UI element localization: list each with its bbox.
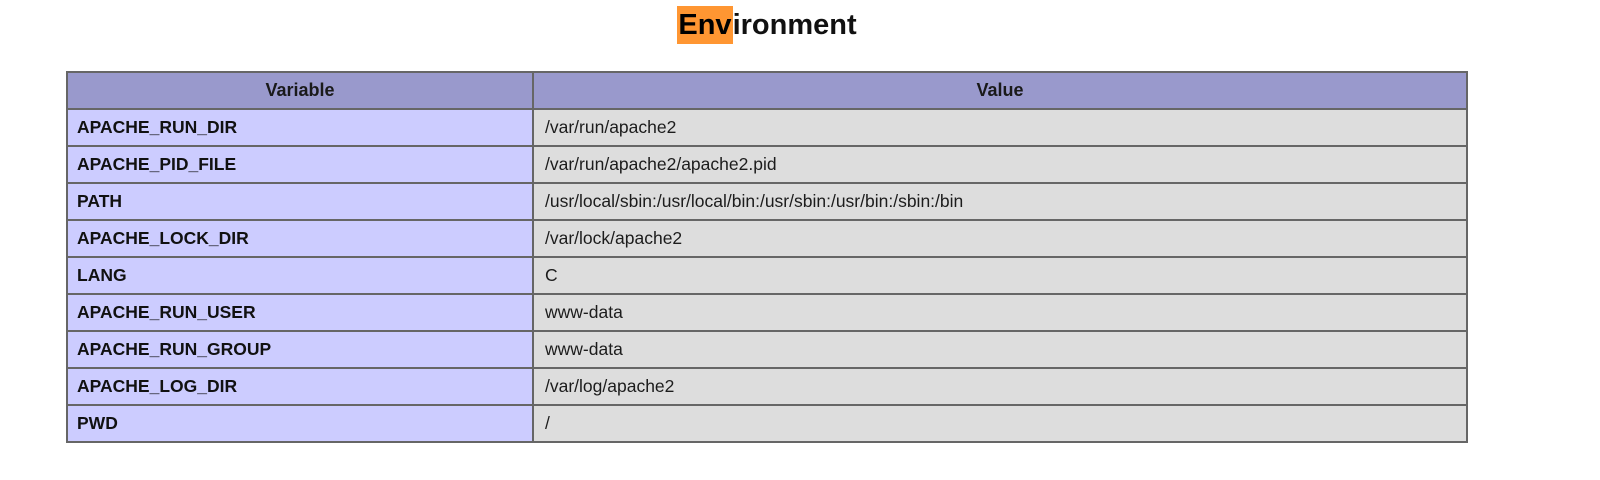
variable-cell: APACHE_RUN_USER (66, 293, 534, 332)
variable-cell: APACHE_LOG_DIR (66, 367, 534, 406)
variable-cell: APACHE_RUN_GROUP (66, 330, 534, 369)
value-cell: /var/log/apache2 (532, 367, 1468, 406)
variable-cell: APACHE_LOCK_DIR (66, 219, 534, 258)
value-cell: C (532, 256, 1468, 295)
value-cell: www-data (532, 330, 1468, 369)
variable-cell: APACHE_RUN_DIR (66, 108, 534, 147)
value-cell: www-data (532, 293, 1468, 332)
table-row: APACHE_RUN_DIR /var/run/apache2 (66, 108, 1468, 147)
table-row: APACHE_LOCK_DIR /var/lock/apache2 (66, 219, 1468, 258)
variable-cell: PATH (66, 182, 534, 221)
column-header-variable: Variable (66, 71, 534, 110)
page-title-rest: ironment (732, 9, 857, 41)
table-row: LANG C (66, 256, 1468, 295)
value-cell: /usr/local/sbin:/usr/local/bin:/usr/sbin… (532, 182, 1468, 221)
environment-table: Variable Value APACHE_RUN_DIR /var/run/a… (66, 71, 1468, 443)
variable-cell: PWD (66, 404, 534, 443)
table-row: PWD / (66, 404, 1468, 443)
table-row: APACHE_RUN_USER www-data (66, 293, 1468, 332)
page-title: Environment (66, 0, 1468, 44)
table-row: APACHE_LOG_DIR /var/log/apache2 (66, 367, 1468, 406)
value-cell: / (532, 404, 1468, 443)
column-header-value: Value (532, 71, 1468, 110)
table-row: PATH /usr/local/sbin:/usr/local/bin:/usr… (66, 182, 1468, 221)
value-cell: /var/run/apache2 (532, 108, 1468, 147)
value-cell: /var/run/apache2/apache2.pid (532, 145, 1468, 184)
find-highlight: Env (677, 6, 733, 44)
content-area: Environment Variable Value APACHE_RUN_DI… (66, 0, 1468, 443)
table-row: APACHE_PID_FILE /var/run/apache2/apache2… (66, 145, 1468, 184)
table-row: APACHE_RUN_GROUP www-data (66, 330, 1468, 369)
table-header-row: Variable Value (66, 71, 1468, 110)
variable-cell: APACHE_PID_FILE (66, 145, 534, 184)
value-cell: /var/lock/apache2 (532, 219, 1468, 258)
variable-cell: LANG (66, 256, 534, 295)
